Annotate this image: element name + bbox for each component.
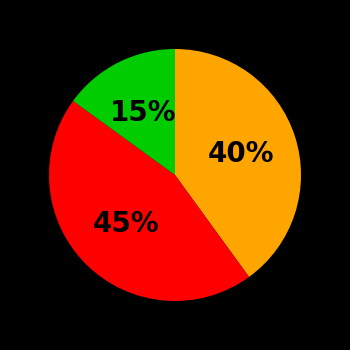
Text: 15%: 15% — [110, 99, 177, 127]
Wedge shape — [73, 49, 175, 175]
Text: 45%: 45% — [93, 210, 159, 238]
Text: 40%: 40% — [208, 140, 274, 168]
Wedge shape — [175, 49, 301, 277]
Wedge shape — [49, 101, 249, 301]
